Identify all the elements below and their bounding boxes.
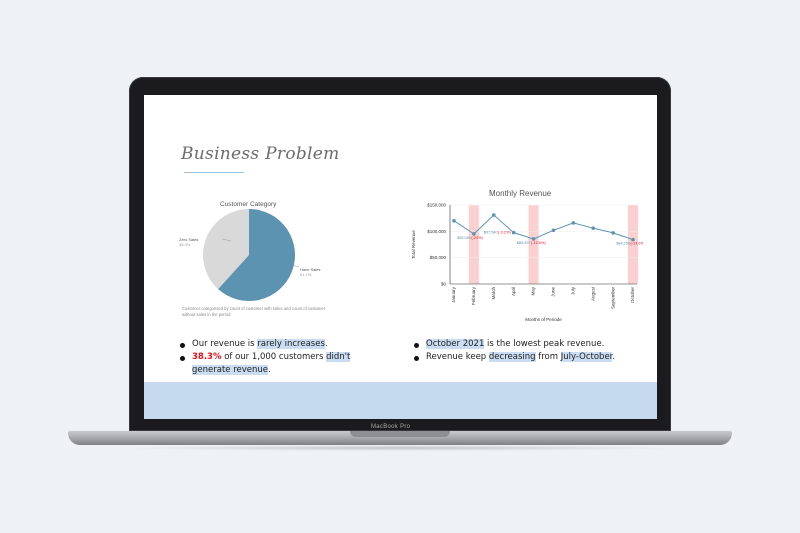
title-underline [184, 172, 244, 173]
pie-title: Customer Category [220, 201, 277, 208]
highlight-band [528, 205, 539, 284]
pie-label-zero-pct: 38.3% [179, 242, 191, 247]
pie-label-zero-name: Zero Sales [179, 237, 199, 242]
slide-screen: Business Problem Customer Category Zero … [144, 95, 657, 419]
annotation-change: (-12.6%) [531, 241, 546, 245]
data-point [472, 232, 476, 236]
y-tick-label: $50,000 [430, 255, 447, 260]
x-tick-label: August [590, 286, 595, 301]
data-point [491, 213, 496, 217]
laptop-shadow [120, 445, 680, 451]
slide-footer-band [144, 382, 657, 419]
bullet-dot [180, 355, 185, 361]
annotation-value: $95,080 [457, 236, 471, 240]
x-tick-label: May [531, 286, 536, 295]
pie-caption: Customer categorized by count of custome… [182, 306, 326, 317]
bullets-left: Our revenue is rarely increases. 38.3% o… [178, 338, 378, 377]
annotation-change: (-3.2%) [498, 231, 511, 235]
bullet-right-2: Revenue keep decreasing from July-Octobe… [412, 351, 642, 364]
y-tick-label: $100,000 [427, 229, 446, 234]
bullet-left-2: 38.3% of our 1,000 customers didn't gene… [178, 351, 378, 377]
laptop-brand-label: MacBook Pro [371, 424, 411, 430]
pie-label-have-name: Have Sales [300, 267, 321, 272]
data-point [611, 231, 615, 235]
pie-slice-zero-sales [203, 209, 249, 290]
pie-label-have-pct: 61.7% [300, 272, 312, 277]
x-tick-label: April [511, 287, 516, 296]
bullet-text: is the lowest peak revenue. [484, 339, 605, 349]
data-point [631, 237, 635, 242]
bullet-highlight: decreasing [488, 352, 536, 362]
bullet-dot [414, 342, 419, 348]
data-point [511, 230, 516, 235]
data-point [531, 237, 536, 241]
data-point [571, 221, 576, 225]
pie-label-zero: Zero Sales 38.3% [179, 237, 198, 247]
slide-title: Business Problem [181, 144, 340, 164]
bullet-highlight: July-October [560, 352, 613, 362]
line-chart: $0 $50,000 $100,000 $150,000 January February… [411, 203, 644, 323]
annotation-change: (-24%) [471, 236, 483, 240]
bullet-dot [414, 355, 419, 361]
bullets-right: October 2021 is the lowest peak revenue.… [412, 338, 642, 364]
bullet-text: . [324, 339, 328, 349]
x-tick-label: October [630, 287, 635, 304]
highlight-band [628, 205, 638, 284]
bullet-highlight: rarely increases [257, 339, 325, 349]
laptop-base [68, 431, 732, 445]
x-tick-label: February [471, 286, 476, 305]
data-point [551, 228, 556, 233]
bullet-text: Our revenue is [192, 339, 258, 349]
x-tick-label: September [610, 287, 615, 310]
bullet-text: . [612, 352, 616, 362]
bullet-text: from [535, 352, 561, 362]
highlight-band [468, 205, 479, 284]
revenue-line [453, 214, 634, 241]
bullet-right-1: October 2021 is the lowest peak revenue. [412, 338, 642, 351]
bullet-dot [180, 342, 185, 348]
x-tick-label: March [491, 287, 496, 300]
y-tick-label: $150,000 [427, 203, 446, 208]
bullet-text: . [268, 365, 271, 375]
x-tick-label: January [451, 286, 456, 303]
bullet-text: of our 1,000 customers [221, 352, 327, 362]
x-tick-label: July [571, 286, 576, 295]
pie-chart [203, 209, 300, 301]
laptop-opening-notch [350, 431, 450, 437]
data-point [591, 226, 596, 230]
annotation-value: $85,597 [517, 241, 531, 245]
bullet-red-stat: 38.3% [192, 352, 222, 362]
annotation-change: (-13.0%) [631, 242, 644, 246]
y-axis-label: Total Revenue [411, 230, 416, 259]
annotation-value: $84,256 [616, 242, 630, 246]
bullet-text: Revenue keep [426, 352, 489, 362]
data-point [452, 219, 456, 223]
pie-slice-have-sales [218, 209, 295, 301]
x-axis-label: Months of Periode [525, 317, 562, 322]
bullet-highlight: October 2021 [426, 339, 485, 349]
pie-label-have: Have Sales 61.7% [300, 267, 320, 277]
line-chart-title: Monthly Revenue [489, 189, 552, 198]
annotation-value: $97,540 [484, 231, 498, 235]
y-tick-label: $0 [441, 282, 447, 287]
bullet-left-1: Our revenue is rarely increases. [178, 338, 378, 351]
x-tick-label: June [551, 287, 556, 297]
